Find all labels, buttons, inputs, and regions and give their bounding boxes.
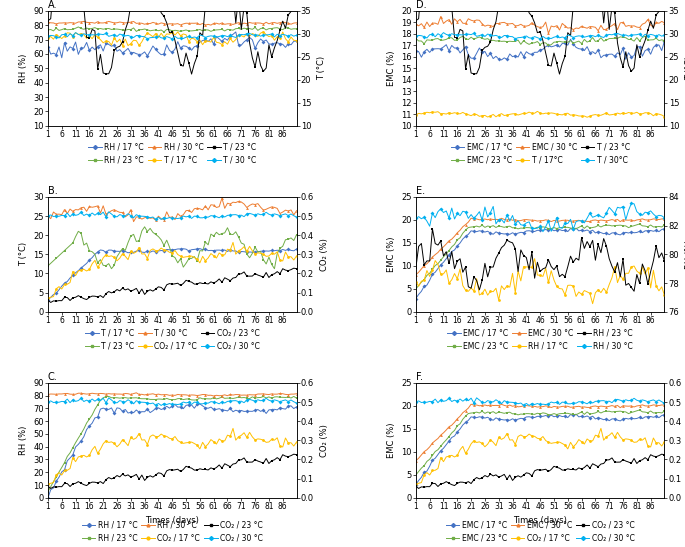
X-axis label: Times (days): Times (days) [513,516,567,526]
Legend: EMC / 17 °C, EMC / 23 °C, EMC / 30 °C, RH / 17 °C, RH / 23 °C, RH / 30 °C: EMC / 17 °C, EMC / 23 °C, EMC / 30 °C, R… [444,326,636,354]
Y-axis label: T (°C): T (°C) [18,242,27,266]
Legend: EMC / 17 °C, EMC / 23 °C, EMC / 30 °C, T / 17°C, T / 23 °C, T / 30°C: EMC / 17 °C, EMC / 23 °C, EMC / 30 °C, T… [447,140,633,168]
Legend: EMC / 17 °C, EMC / 23 °C, EMC / 30 °C, CO₂ / 17 °C, CO₂ / 23 °C, CO₂ / 30 °C: EMC / 17 °C, EMC / 23 °C, EMC / 30 °C, C… [443,517,638,545]
Y-axis label: EMC (%): EMC (%) [386,423,396,458]
Y-axis label: T (°C): T (°C) [317,56,326,80]
Text: F.: F. [416,372,423,382]
Text: A.: A. [48,0,58,10]
Y-axis label: RH (%): RH (%) [18,426,27,455]
Text: E.: E. [416,186,425,196]
Legend: T / 17 °C, T / 23 °C, T / 30 °C, CO₂ / 17 °C, CO₂ / 23 °C, CO₂ / 30 °C: T / 17 °C, T / 23 °C, T / 30 °C, CO₂ / 1… [82,326,262,354]
Text: B.: B. [48,186,58,196]
Text: D.: D. [416,0,427,10]
Legend: RH / 17 °C, RH / 23 °C, RH / 30 °C, T / 17 °C, T / 23 °C, T / 30 °C: RH / 17 °C, RH / 23 °C, RH / 30 °C, T / … [85,140,260,168]
Y-axis label: CO₂ (%): CO₂ (%) [319,238,329,271]
Text: C.: C. [48,372,58,382]
Y-axis label: EMC (%): EMC (%) [386,237,396,272]
Y-axis label: RH (%): RH (%) [18,54,27,83]
Legend: RH / 17 °C, RH / 23 °C, RH / 30 °C, CO₂ / 17 °C, CO₂ / 23 °C, CO₂ / 30 °C: RH / 17 °C, RH / 23 °C, RH / 30 °C, CO₂ … [79,517,266,545]
Y-axis label: CO₂ (%): CO₂ (%) [319,424,329,457]
Y-axis label: EMC (%): EMC (%) [386,51,395,86]
X-axis label: Times (days): Times (days) [145,516,199,526]
